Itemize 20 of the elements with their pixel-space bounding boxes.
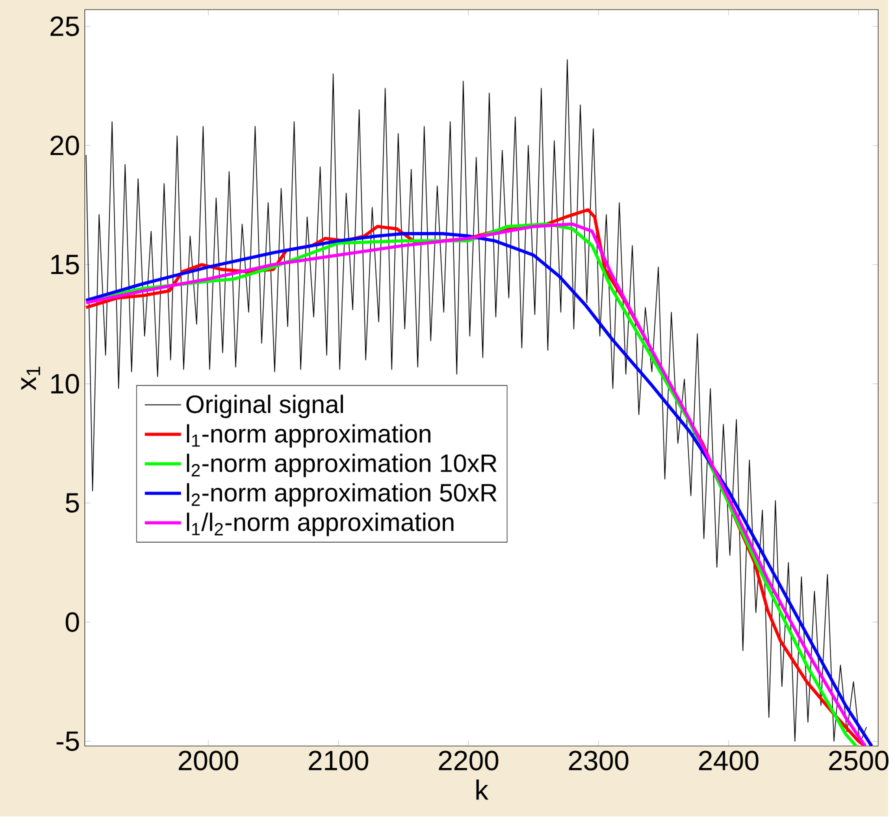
legend-label: l$_{2}$-norm approximation 10xR xyxy=(186,454,497,478)
x-tick-label: 2300 xyxy=(568,750,628,771)
x-tick-label: 2500 xyxy=(829,750,888,771)
x-tick-label: 2100 xyxy=(308,750,368,771)
legend-label: l$_{1}$/l$_{2}$-norm approximation xyxy=(186,512,454,536)
legend-label: l$_{2}$-norm approximation 50xR xyxy=(186,483,497,507)
legend-label: Original signal xyxy=(186,394,343,418)
y-tick-label: 10 xyxy=(51,374,79,394)
y-tick-label: -5 xyxy=(56,732,79,752)
x-tick-label: 2200 xyxy=(438,750,498,771)
y-tick-label: 15 xyxy=(51,255,79,275)
legend-label: l$_{1}$-norm approximation xyxy=(186,424,430,448)
y-tick-label: 20 xyxy=(50,136,79,156)
x-axis-title: k xyxy=(476,780,488,800)
x-tick-label: 2400 xyxy=(699,750,758,771)
x-tick-label: 2000 xyxy=(178,750,238,771)
y-tick-label: 25 xyxy=(50,16,79,36)
y-tick-label: 5 xyxy=(66,493,79,513)
y-tick-label: 0 xyxy=(66,612,79,632)
y-axis-title: x$_{1}$ xyxy=(21,366,40,390)
